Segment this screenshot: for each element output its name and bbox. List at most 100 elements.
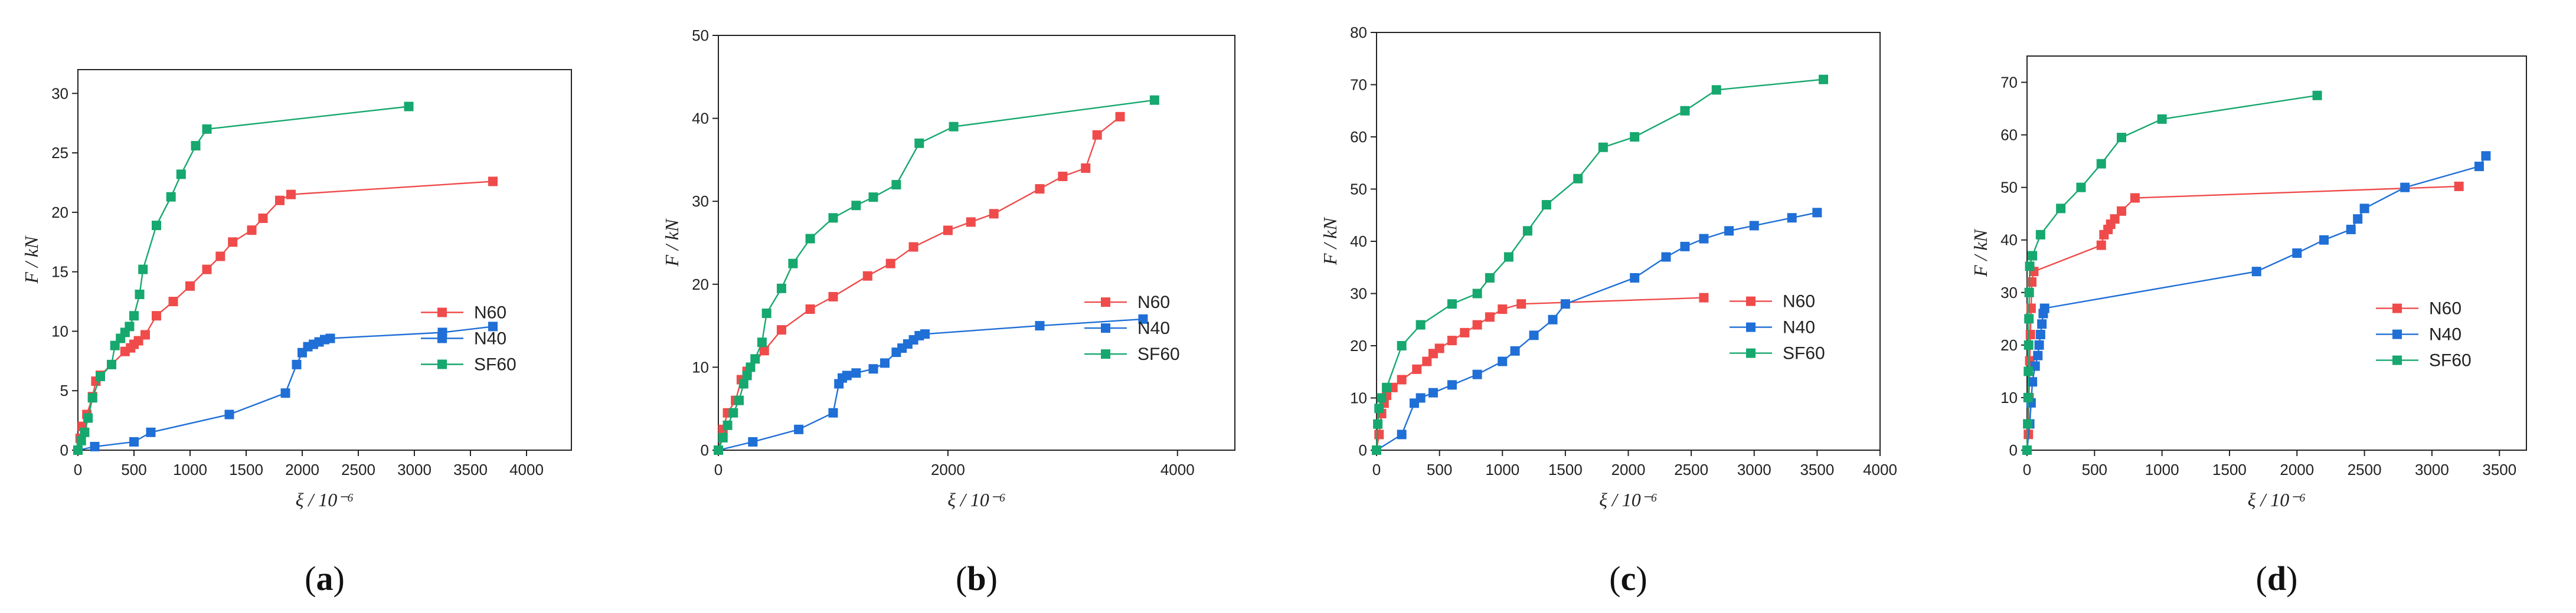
data-point bbox=[1058, 172, 1068, 182]
data-point bbox=[286, 189, 296, 199]
y-tick-label: 40 bbox=[692, 110, 709, 127]
data-point bbox=[1503, 252, 1513, 262]
y-axis-label: F / kN bbox=[21, 235, 42, 284]
data-point bbox=[1498, 304, 1508, 314]
plot-frame bbox=[2026, 55, 2527, 451]
data-point bbox=[138, 264, 148, 274]
data-point bbox=[1035, 321, 1045, 331]
data-point bbox=[1416, 393, 1426, 403]
y-tick-label: 30 bbox=[2000, 284, 2018, 301]
data-point bbox=[1498, 356, 1508, 366]
data-point bbox=[1382, 382, 1392, 392]
legend-marker bbox=[437, 359, 447, 369]
data-point bbox=[2026, 303, 2036, 313]
y-tick-label: 30 bbox=[51, 84, 68, 102]
data-point bbox=[1573, 173, 1583, 183]
panel-label: (c) bbox=[1609, 559, 1647, 598]
legend-marker bbox=[2392, 329, 2402, 339]
legend-label: N40 bbox=[2429, 325, 2461, 345]
data-point bbox=[920, 329, 930, 339]
y-tick-label: 50 bbox=[1350, 181, 1367, 198]
x-tick-label: 3500 bbox=[453, 461, 488, 478]
legend-item-n60: N60 bbox=[1730, 292, 1815, 312]
x-tick-label: 1500 bbox=[2212, 461, 2247, 478]
legend-label: SF60 bbox=[1783, 344, 1825, 363]
data-point bbox=[1680, 106, 1690, 116]
data-point bbox=[140, 330, 150, 340]
data-point bbox=[247, 225, 257, 235]
data-point bbox=[868, 364, 878, 374]
series-line bbox=[77, 181, 493, 451]
data-point bbox=[2096, 240, 2106, 250]
data-point bbox=[1472, 369, 1482, 379]
data-point bbox=[2023, 366, 2034, 376]
x-tick-label: 1500 bbox=[229, 461, 263, 478]
plot-frame bbox=[718, 35, 1235, 451]
data-point bbox=[1422, 356, 1432, 366]
legend-marker bbox=[1101, 349, 1110, 359]
data-point bbox=[761, 309, 772, 319]
data-point bbox=[2024, 314, 2034, 324]
data-point bbox=[1680, 241, 1690, 251]
chart-panel-d: 0 500 1000 1500 2000 2500 3000 3500 0 10 20 30 40 50 6… bbox=[1970, 55, 2527, 598]
data-point bbox=[851, 201, 861, 211]
panel-label: (d) bbox=[2256, 559, 2298, 598]
x-tick-label: 1500 bbox=[1548, 461, 1583, 478]
legend-marker bbox=[1101, 297, 1110, 307]
data-point bbox=[1372, 445, 1381, 455]
legend-item-n40: N40 bbox=[421, 329, 506, 349]
data-point bbox=[750, 354, 760, 364]
y-tick-label: 30 bbox=[692, 192, 709, 210]
data-point bbox=[258, 213, 268, 223]
x-tick-label: 3000 bbox=[2415, 461, 2449, 478]
data-point bbox=[2130, 193, 2140, 203]
series-line bbox=[77, 106, 409, 451]
data-point bbox=[73, 445, 83, 455]
data-point bbox=[1397, 341, 1407, 350]
data-point bbox=[2033, 350, 2043, 360]
data-point bbox=[828, 408, 838, 418]
data-point bbox=[2023, 392, 2033, 402]
x-tick-label: 3000 bbox=[397, 461, 431, 478]
legend-label: N60 bbox=[474, 303, 506, 323]
y-tick-label: 60 bbox=[2000, 126, 2018, 144]
data-point bbox=[2034, 340, 2044, 350]
data-point bbox=[83, 413, 93, 423]
x-tick-label: 3000 bbox=[1737, 461, 1771, 478]
y-tick-label: 40 bbox=[1350, 232, 1367, 250]
data-point bbox=[96, 372, 105, 382]
y-tick-label: 20 bbox=[1350, 337, 1367, 355]
data-point bbox=[2359, 204, 2369, 214]
x-tick-label: 500 bbox=[121, 461, 146, 478]
y-tick-label: 20 bbox=[692, 276, 709, 293]
x-axis-label: ξ / 10⁻⁶ bbox=[296, 489, 354, 510]
data-point bbox=[914, 138, 924, 148]
data-point bbox=[943, 225, 953, 235]
x-tick-label: 3500 bbox=[2482, 461, 2516, 478]
series-line bbox=[717, 116, 1121, 451]
data-point bbox=[757, 337, 767, 348]
y-tick-label: 20 bbox=[51, 204, 68, 221]
data-point bbox=[2319, 235, 2329, 245]
data-point bbox=[404, 101, 414, 112]
data-point bbox=[851, 368, 861, 378]
data-point bbox=[125, 322, 135, 332]
data-point bbox=[2024, 287, 2034, 297]
data-point bbox=[87, 393, 97, 403]
data-point bbox=[488, 176, 498, 186]
x-axis-label: ξ / 10⁻⁶ bbox=[2248, 489, 2306, 510]
data-point bbox=[2110, 214, 2120, 224]
data-point bbox=[152, 311, 161, 321]
x-tick-label: 2500 bbox=[2348, 461, 2382, 478]
data-point bbox=[146, 427, 156, 437]
y-tick-label: 10 bbox=[2000, 389, 2018, 407]
x-tick-label: 0 bbox=[714, 461, 723, 478]
data-point bbox=[1428, 388, 1438, 398]
data-point bbox=[1472, 320, 1482, 330]
data-point bbox=[1447, 380, 1457, 390]
data-point bbox=[110, 340, 120, 350]
data-point bbox=[723, 420, 733, 430]
data-point bbox=[2400, 182, 2410, 192]
data-point bbox=[989, 209, 999, 219]
data-point bbox=[1661, 252, 1671, 262]
